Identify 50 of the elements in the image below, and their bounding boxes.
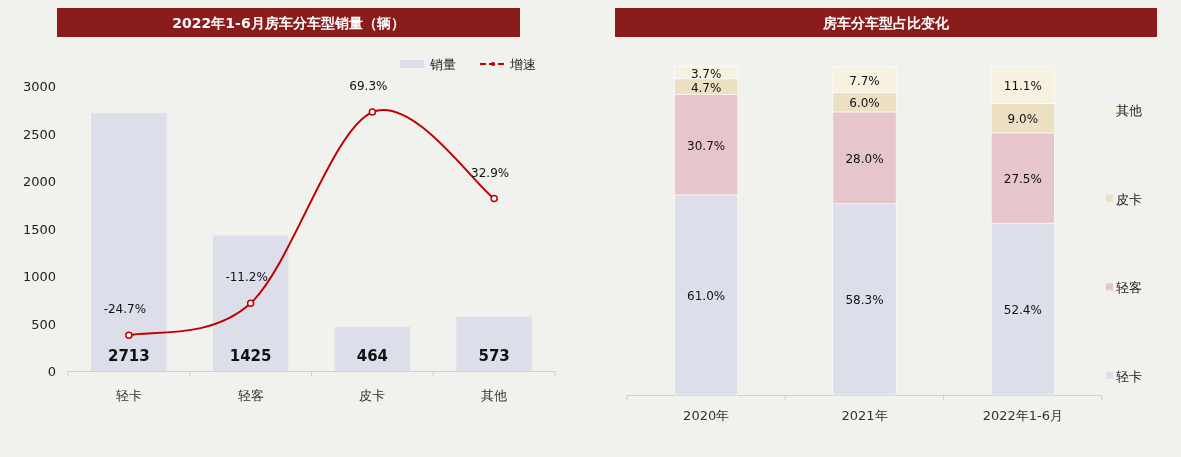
bar — [456, 316, 532, 371]
data-label: 58.3% — [845, 293, 884, 308]
data-label: 30.7% — [687, 138, 726, 153]
bar — [91, 113, 167, 371]
text: 其他 — [1116, 103, 1142, 118]
y-tick-label: 1500 — [22, 221, 56, 237]
legend-label: 销量 — [429, 57, 456, 72]
chart-title: 房车分车型占比变化 — [822, 15, 950, 31]
data-label: 52.4% — [1003, 303, 1042, 318]
data-label: 573 — [478, 347, 510, 365]
legend-label: 轻卡 — [1116, 369, 1142, 384]
x-tick-label: 其他 — [481, 388, 508, 403]
point — [368, 108, 377, 116]
y-tick-label: 2500 — [22, 126, 56, 142]
data-label: 69.3% — [349, 79, 388, 94]
data-label: 2713 — [108, 347, 150, 365]
data-label: 464 — [356, 347, 389, 365]
x-tick-label: 2021年 — [841, 408, 888, 423]
data-label: -11.2% — [225, 270, 268, 285]
data-label: 6.0% — [849, 96, 880, 111]
x-tick-label: 轻卡 — [115, 388, 142, 403]
data-label: 61.0% — [687, 288, 726, 303]
x-tick-label: 2020年 — [683, 408, 730, 423]
data-label: 1425 — [229, 347, 272, 365]
x-tick-label: 2022年1-6月 — [982, 408, 1063, 423]
point — [490, 194, 498, 203]
data-label: 9.0% — [1007, 112, 1039, 127]
point — [125, 331, 133, 340]
y-tick-label: 0 — [47, 364, 56, 379]
legend-label: 增速 — [509, 57, 536, 72]
bar — [334, 326, 411, 371]
data-label: 7.7% — [849, 73, 880, 88]
data-label: -24.7% — [103, 302, 147, 317]
y-tick-label: 1000 — [22, 269, 56, 284]
chart-title: 2022年1-6月房车分车型销量（辆） — [172, 15, 405, 31]
data-label: 3.7% — [690, 66, 722, 81]
x-tick-label: 皮卡 — [359, 388, 386, 403]
point — [246, 299, 255, 307]
data-label: 32.9% — [471, 165, 510, 180]
y-tick-label: 2000 — [22, 174, 56, 189]
data-label: 28.0% — [845, 151, 884, 166]
data-label: 27.5% — [1003, 172, 1042, 187]
legend-label: 轻客 — [1116, 280, 1142, 296]
data-label: 4.7% — [690, 80, 722, 95]
data-label: 11.1% — [1003, 79, 1042, 94]
bar — [212, 235, 289, 371]
legend-label: 皮卡 — [1116, 191, 1142, 207]
y-tick-label: 3000 — [22, 79, 56, 94]
y-tick-label: 500 — [31, 316, 56, 332]
x-tick-label: 轻客 — [237, 388, 264, 403]
